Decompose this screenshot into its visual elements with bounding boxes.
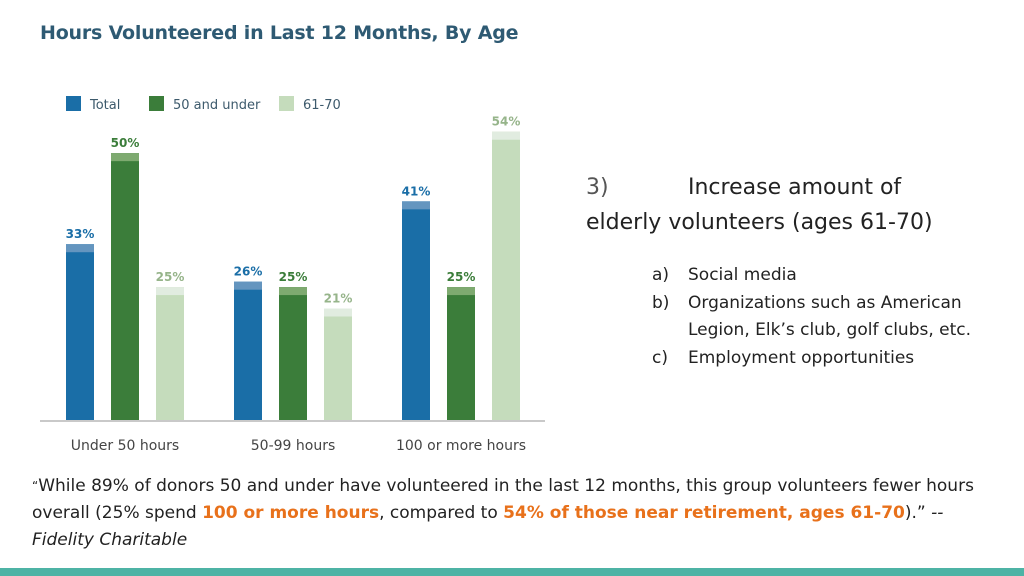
legend-swatch [279, 96, 294, 111]
quote-paragraph: “While 89% of donors 50 and under have v… [32, 473, 1007, 554]
bar [234, 281, 262, 421]
list-text: Social media [688, 265, 797, 285]
data-label: 26% [234, 265, 263, 279]
bar-cap [492, 131, 520, 140]
quote-highlight-1: 100 or more hours [202, 503, 380, 523]
bar-chart: Total 50 and under 61-70 33% 26% 41% 50% 25% 25%… [40, 96, 545, 454]
quote-open-mark: “ [32, 479, 39, 493]
list-text: Employment opportunities [688, 347, 915, 368]
data-label: 33% [66, 227, 95, 241]
bar [447, 287, 475, 421]
legend-label: 50 and under [173, 98, 261, 113]
strategy-list: a) Social media b) Organizations such as… [652, 262, 1002, 372]
legend-swatch [149, 96, 164, 111]
list-marker: a) [652, 265, 670, 285]
footer-bar [0, 568, 1024, 576]
bar [492, 131, 520, 421]
data-label: 21% [324, 292, 353, 306]
bar-cap [402, 201, 430, 210]
list-marker: b) [652, 292, 670, 313]
heading-line2: elderly volunteers (ages 61-70) [586, 210, 933, 235]
data-label: 50% [111, 136, 140, 150]
bar-cap [324, 308, 352, 317]
list-item: b) Organizations such as American Legion… [652, 290, 1002, 345]
legend-swatch [66, 96, 81, 111]
quote-text-1: While 89% of donors 50 and under have vo… [32, 476, 974, 523]
heading-line1: Increase amount of [688, 175, 902, 200]
data-label: 54% [492, 115, 521, 129]
bar [324, 308, 352, 421]
legend-label: Total [89, 98, 120, 113]
list-item: a) Social media [652, 262, 1002, 290]
bar [156, 287, 184, 421]
bar-cap [156, 287, 184, 296]
bar-cap [111, 153, 139, 162]
bar [66, 244, 94, 421]
bar-cap [234, 281, 262, 290]
bar-cap [447, 287, 475, 296]
quote-source: -- Fidelity Charitable [32, 503, 944, 550]
category-label: 50-99 hours [251, 438, 336, 454]
heading-number: 3) [586, 175, 609, 200]
section-heading: 3) Increase amount of elderly volunteers … [586, 170, 986, 240]
legend-label: 61-70 [303, 98, 341, 113]
quote-highlight-2: 54% of those near retirement, ages 61-70 [503, 503, 905, 523]
list-marker: c) [652, 347, 668, 368]
data-label: 25% [156, 270, 185, 284]
category-label: Under 50 hours [71, 438, 179, 454]
bar-cap [279, 287, 307, 296]
category-label: 100 or more hours [396, 438, 526, 454]
bar [402, 201, 430, 421]
bar-cap [66, 244, 94, 253]
data-label: 25% [447, 270, 476, 284]
list-item: c) Employment opportunities [652, 345, 1002, 373]
quote-text-3: ).” [904, 503, 932, 523]
data-label: 41% [402, 184, 431, 198]
list-text: Organizations such as American Legion, E… [688, 292, 972, 341]
data-label: 25% [279, 270, 308, 284]
bar [279, 287, 307, 421]
quote-text-2: , compared to [379, 503, 504, 523]
chart-title: Hours Volunteered in Last 12 Months, By … [40, 22, 519, 44]
bar [111, 153, 139, 421]
